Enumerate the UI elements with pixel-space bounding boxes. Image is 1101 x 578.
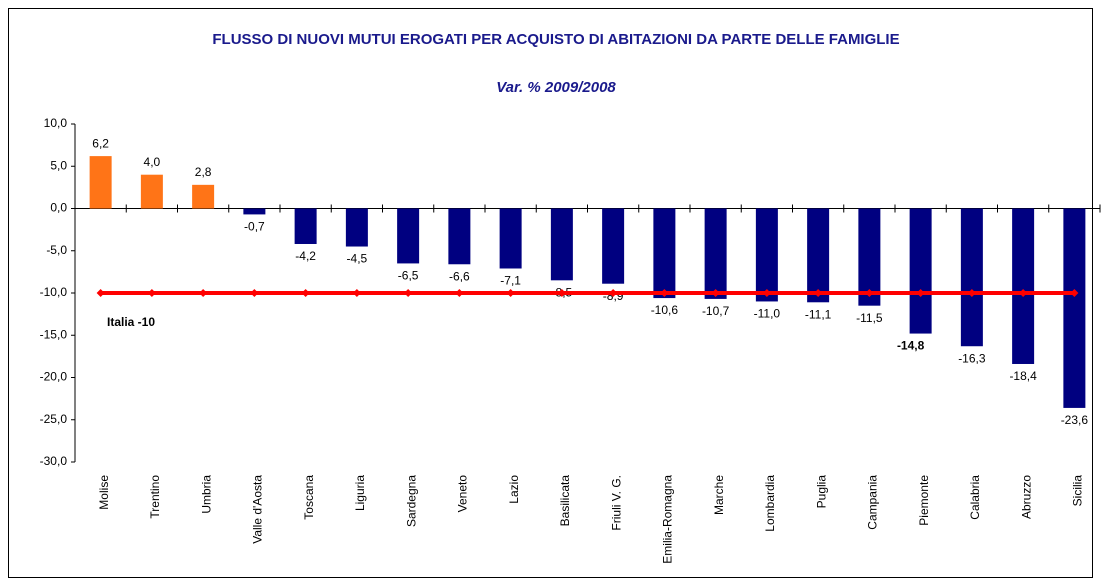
y-tick-label: -5,0: [46, 243, 67, 257]
reference-marker: [916, 289, 925, 297]
x-tick-label: Veneto: [456, 475, 470, 513]
bar: [807, 208, 830, 303]
reference-marker: [147, 289, 156, 297]
reference-marker: [404, 289, 413, 297]
x-tick-label: Trentino: [148, 475, 162, 519]
y-tick-label: -30,0: [40, 454, 68, 468]
x-tick-label: Toscana: [302, 475, 316, 520]
bar: [602, 208, 625, 284]
bar: [858, 208, 881, 306]
bar: [704, 208, 727, 299]
y-tick-label: -15,0: [40, 327, 68, 341]
bar: [1012, 208, 1035, 364]
data-label: -7,1: [500, 274, 521, 288]
bar: [89, 156, 112, 209]
reference-marker: [711, 289, 720, 297]
x-tick-label: Lombardia: [763, 475, 777, 532]
data-label: -10,6: [651, 303, 679, 317]
bar: [243, 208, 266, 215]
reference-marker: [301, 289, 310, 297]
bar: [192, 184, 215, 209]
x-tick-label: Calabria: [968, 475, 982, 520]
data-label: 4,0: [144, 155, 161, 169]
reference-marker: [96, 289, 105, 297]
reference-marker: [352, 289, 361, 297]
bar: [755, 208, 778, 302]
y-tick-label: 10,0: [44, 116, 68, 130]
reference-marker: [762, 289, 771, 297]
bar: [909, 208, 932, 334]
reference-marker: [199, 289, 208, 297]
data-label: -11,1: [805, 307, 832, 321]
data-label: -4,5: [347, 252, 368, 266]
x-tick-label: Abruzzo: [1019, 475, 1033, 519]
x-tick-label: Liguria: [353, 475, 367, 511]
data-label: -11,5: [856, 311, 883, 325]
bar: [448, 208, 471, 265]
data-label: -11,0: [754, 307, 781, 321]
y-tick-label: 0,0: [50, 201, 67, 215]
data-label: -23,6: [1061, 413, 1089, 427]
data-label: -10,7: [702, 304, 730, 318]
data-label: -16,3: [958, 351, 986, 365]
data-label: 6,2: [92, 136, 109, 150]
x-tick-label: Sardegna: [404, 475, 418, 527]
reference-marker: [865, 289, 874, 297]
reference-marker: [455, 289, 464, 297]
reference-label: Italia -10: [107, 315, 155, 329]
bar: [397, 208, 420, 264]
y-tick-label: -10,0: [40, 285, 68, 299]
x-tick-label: Umbria: [199, 475, 213, 514]
x-tick-label: Valle d'Aosta: [251, 475, 265, 544]
reference-marker: [1070, 289, 1079, 297]
bar: [294, 208, 317, 244]
x-tick-label: Molise: [97, 475, 111, 510]
data-label: -4,2: [295, 249, 316, 263]
bar: [140, 174, 163, 209]
data-label: -6,6: [449, 269, 470, 283]
reference-marker: [506, 289, 515, 297]
data-label: -6,5: [398, 269, 419, 283]
data-label: -0,7: [244, 220, 265, 234]
chart-title: FLUSSO DI NUOVI MUTUI EROGATI PER ACQUIS…: [212, 31, 900, 48]
reference-marker: [609, 289, 618, 297]
bar: [550, 208, 573, 281]
x-tick-label: Emilia-Romagna: [661, 475, 675, 564]
data-label: 2,8: [195, 165, 212, 179]
x-tick-label: Lazio: [507, 475, 521, 504]
chart-subtitle: Var. % 2009/2008: [496, 79, 616, 96]
x-tick-label: Basilicata: [558, 475, 572, 527]
y-tick-label: -20,0: [40, 370, 68, 384]
data-label: -18,4: [1009, 369, 1037, 383]
y-tick-label: -25,0: [40, 412, 68, 426]
bar: [499, 208, 522, 269]
x-tick-label: Friuli V. G.: [609, 475, 623, 531]
bar: [345, 208, 368, 247]
reference-marker: [967, 289, 976, 297]
x-tick-label: Campania: [866, 475, 880, 530]
x-tick-label: Marche: [712, 475, 726, 515]
x-tick-label: Piemonte: [917, 475, 931, 526]
reference-marker: [660, 289, 669, 297]
bar: [1063, 208, 1086, 408]
y-tick-label: 5,0: [50, 158, 67, 172]
bar: [653, 208, 676, 299]
bar: [960, 208, 983, 347]
reference-marker: [814, 289, 823, 297]
reference-marker: [1019, 289, 1028, 297]
reference-marker: [557, 289, 566, 297]
x-tick-label: Sicilia: [1071, 475, 1085, 507]
data-label: -14,8: [897, 339, 925, 353]
reference-marker: [250, 289, 259, 297]
x-tick-label: Puglia: [814, 475, 828, 509]
